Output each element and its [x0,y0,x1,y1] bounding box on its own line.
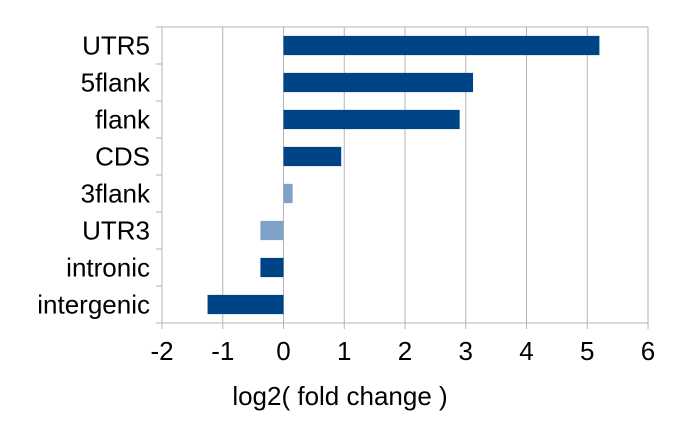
bar-intronic [260,257,284,278]
x-tick-label: -2 [150,336,173,366]
x-tick-label: 0 [276,336,290,366]
category-label-utr3: UTR3 [82,216,150,246]
category-label-utr5: UTR5 [82,31,150,61]
category-label-5flank: 5flank [81,68,151,98]
bar-cds [283,146,342,167]
axes [156,26,649,329]
x-tick-label: 5 [580,336,594,366]
x-tick-label: 2 [398,336,412,366]
bar-5flank [283,72,474,93]
category-labels: UTR5 5flank flank CDS 3flank UTR3 intronic inte… [37,31,151,320]
x-tick-label: 3 [459,336,473,366]
bar-3flank [283,183,293,204]
x-tick-label: 4 [519,336,533,366]
category-label-intergenic: intergenic [37,290,150,320]
category-label-3flank: 3flank [81,179,151,209]
category-label-flank: flank [95,105,151,135]
x-tick-label: 1 [337,336,351,366]
x-axis-title: log2( fold change ) [232,381,447,411]
x-tick-label: -1 [211,336,234,366]
bars [207,35,600,315]
bar-intergenic [207,294,284,315]
x-tick-labels: -2 -1 0 1 2 3 4 5 6 [150,336,655,366]
x-tick-label: 6 [641,336,655,366]
bar-utr5 [283,35,600,56]
category-label-cds: CDS [95,142,150,172]
category-label-intronic: intronic [66,253,150,283]
gridlines [161,26,649,323]
bar-utr3 [260,220,284,241]
bar-flank [283,109,460,130]
